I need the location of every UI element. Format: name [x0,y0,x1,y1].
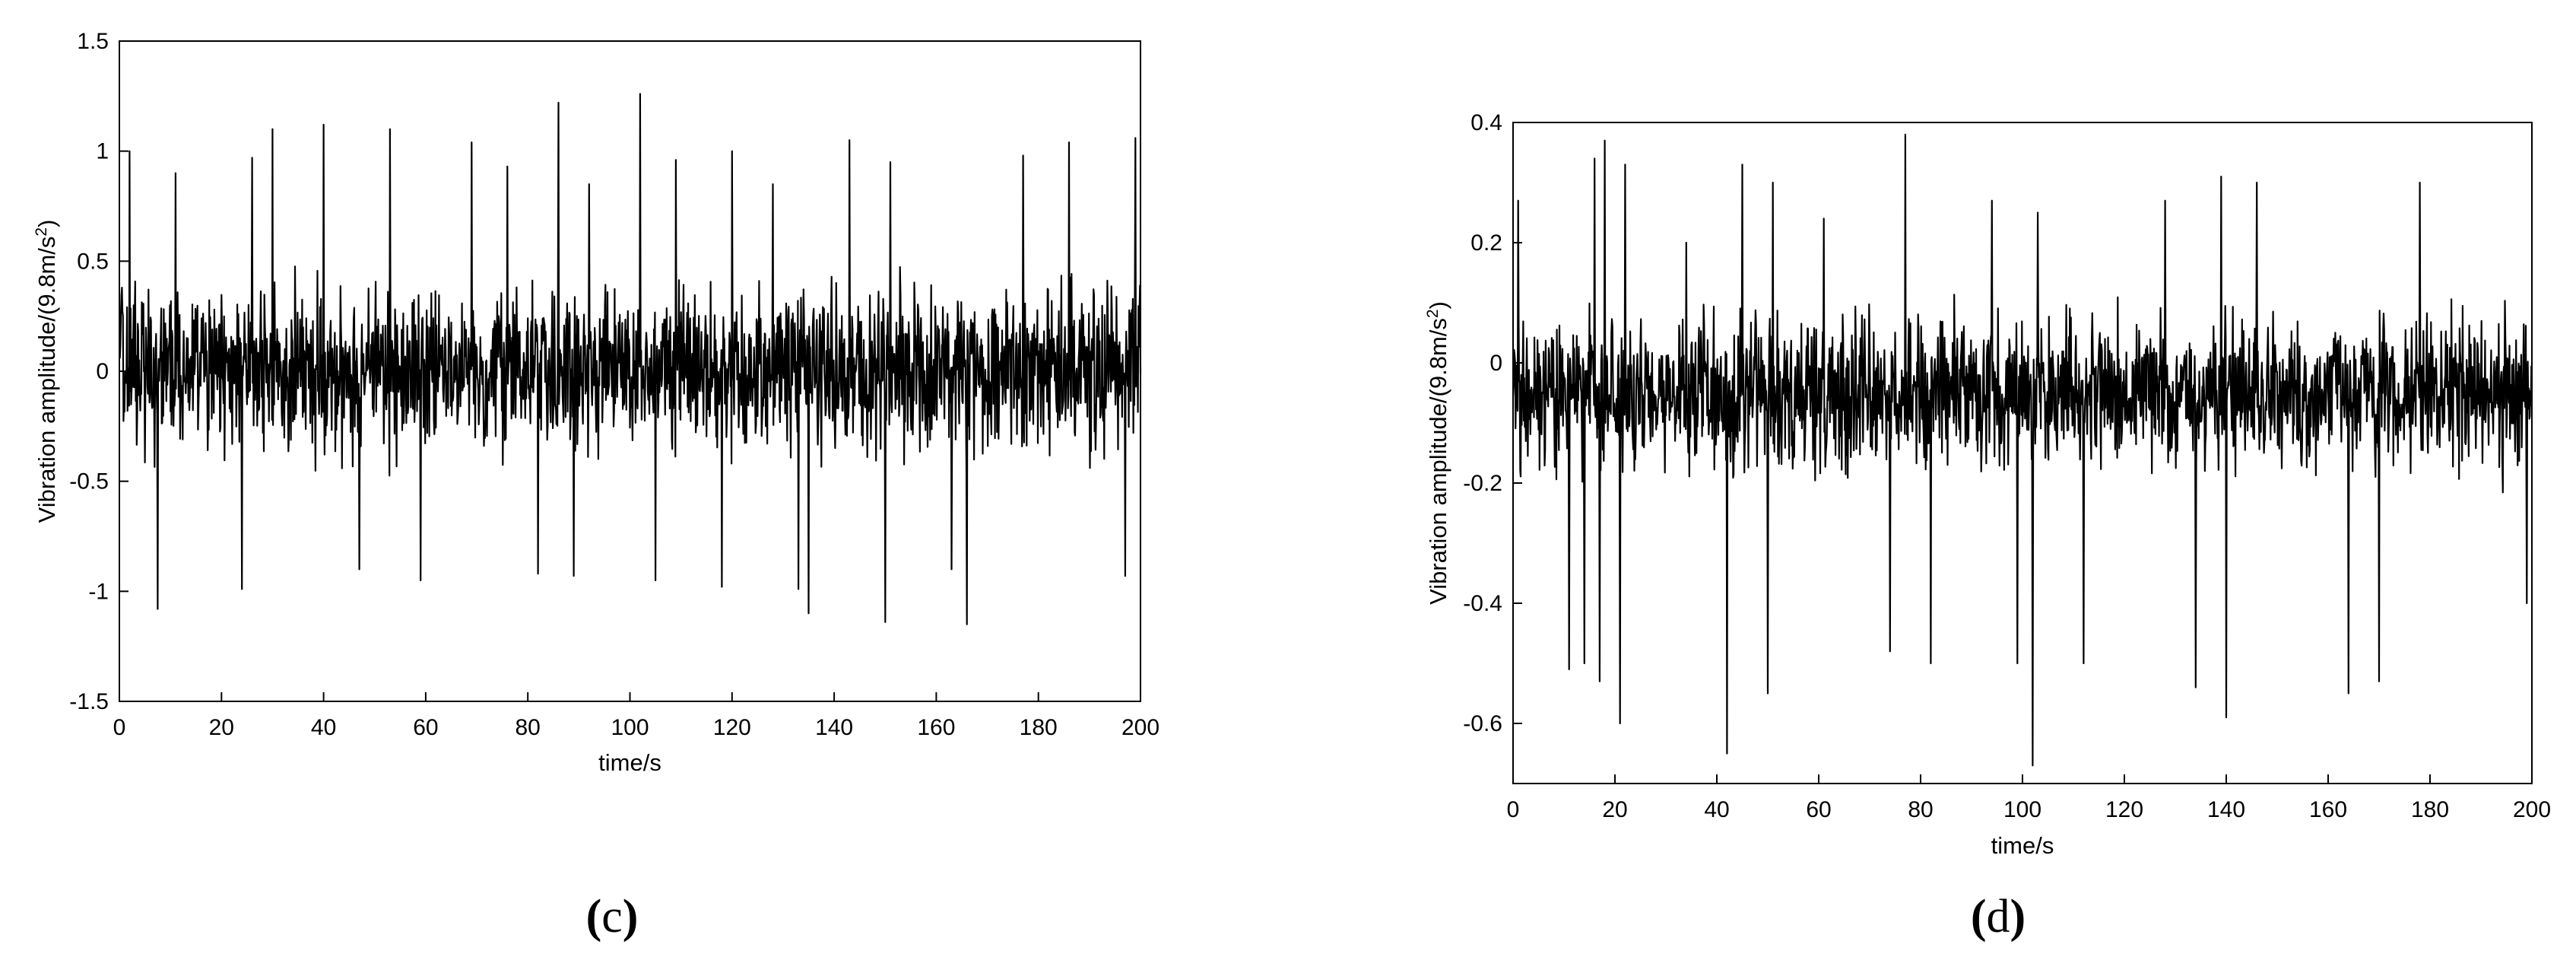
chart-c-x-tick-label: 80 [516,715,541,740]
chart-d-x-tick-label: 0 [1507,797,1520,822]
chart-d-y-axis-label-close: ) [1425,301,1451,309]
chart-d-x-tick-label: 20 [1602,797,1627,822]
chart-c-panel-open: ( [586,891,602,943]
chart-c-y-tick-label: 0 [96,359,109,384]
chart-c-y-axis-label-sup: 2 [33,227,50,237]
chart-c-x-tick-label: 120 [713,715,751,740]
chart-c: 0 20 40 60 80 100 120 140 160 180 200 -1.5-1-0.500… [33,29,1160,943]
chart-c-x-tick-label: 160 [917,715,955,740]
chart-c-y-tick-label: -1 [88,579,109,604]
chart-d-x-tick-label: 200 [2513,797,2551,822]
chart-c-panel-label: (c) [586,891,639,943]
chart-c-y-tick-label: 1.5 [77,29,109,54]
chart-c-x-ticks: 0 20 40 60 80 100 120 140 160 180 200 [113,692,1160,740]
chart-c-y-axis-label: Vibration amplitude/(9.8m/s2) [33,220,61,523]
chart-d-y-axis-label-sup: 2 [1424,309,1442,318]
chart-d: 0 20 40 60 80 100 120 140 160 180 200 -0.6-0.4-0.2… [1424,110,2552,943]
chart-c-y-ticks: -1.5 -1 -0.5 0 0.5 1 1.5 [69,29,128,714]
chart-c-x-tick-label: 100 [611,715,649,740]
chart-d-y-tick-label: 0.2 [1470,230,1502,256]
chart-d-x-tick-label: 40 [1704,797,1729,822]
chart-d-y-axis-label: Vibration amplitude/(9.8m/s2) [1424,301,1452,605]
chart-c-panel-letter: c [601,891,623,943]
chart-d-x-tick-label: 120 [2105,797,2143,822]
chart-d-y-tick-label: 0 [1489,351,1502,376]
chart-c-x-axis-label: time/s [598,749,661,776]
chart-d-x-tick-label: 100 [2003,797,2041,822]
chart-c-y-axis-label-close: ) [33,220,60,227]
chart-d-y-ticks: -0.6 -0.4 -0.2 0 0.2 0.4 [1463,110,1522,736]
chart-d-y-tick-label: 0.4 [1470,110,1502,135]
chart-d-y-tick-label: -0.6 [1463,711,1502,736]
chart-d-x-tick-label: 140 [2207,797,2245,822]
chart-d-signal-line [1512,133,2533,767]
chart-d-panel-letter: d [1987,891,2010,943]
chart-c-x-tick-label: 20 [209,715,234,740]
chart-d-panel-close: ) [2010,891,2026,943]
chart-c-y-tick-label: -1.5 [69,689,109,714]
chart-c-signal-line [118,93,1142,625]
chart-c-y-tick-label: 0.5 [77,249,109,274]
chart-d-x-ticks: 0 20 40 60 80 100 120 140 160 180 200 [1507,774,2551,822]
chart-d-panel-open: ( [1971,891,1987,943]
chart-d-x-tick-label: 80 [1908,797,1933,822]
chart-c-x-tick-label: 0 [113,715,126,740]
chart-d-x-axis-label: time/s [1991,832,2054,859]
chart-d-y-axis-label-text: Vibration amplitude/(9.8m/s [1425,318,1451,605]
chart-d-y-tick-label: -0.4 [1463,591,1502,616]
chart-c-panel-close: ) [623,891,639,943]
chart-c-x-tick-label: 140 [815,715,853,740]
chart-c-x-tick-label: 60 [413,715,438,740]
chart-d-x-tick-label: 180 [2411,797,2449,822]
chart-c-x-tick-label: 180 [1020,715,1058,740]
chart-c-y-axis-label-text: Vibration amplitude/(9.8m/s [33,237,60,523]
chart-d-panel-label: (d) [1971,891,2026,943]
chart-c-y-tick-label: 1 [96,139,109,164]
chart-d-x-tick-label: 60 [1806,797,1831,822]
chart-d-x-tick-label: 160 [2309,797,2347,822]
chart-c-x-tick-label: 200 [1121,715,1160,740]
chart-c-x-tick-label: 40 [311,715,336,740]
chart-d-y-tick-label: -0.2 [1463,471,1502,496]
chart-c-y-tick-label: -0.5 [69,469,109,494]
